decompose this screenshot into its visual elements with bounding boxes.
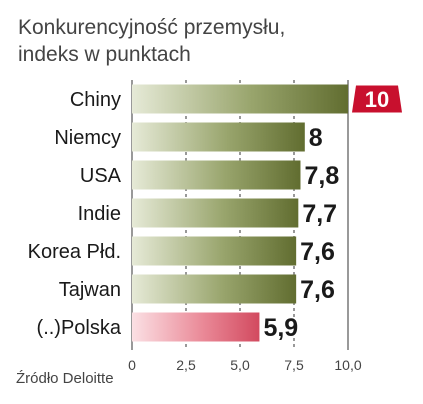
source-note: Źródło Deloitte bbox=[16, 370, 114, 387]
chart-title-line-2: indeks w punktach bbox=[18, 43, 191, 66]
value-label: 7,7 bbox=[302, 200, 337, 228]
chart-title-line-1: Konkurencyjność przemysłu, bbox=[18, 16, 286, 39]
category-label: Tajwan bbox=[59, 279, 121, 301]
bar bbox=[132, 312, 260, 342]
x-axis-ticks: 0 2,5 5,0 7,5 10,0 bbox=[128, 357, 362, 373]
category-label: Korea Płd. bbox=[28, 241, 121, 263]
value-label: 10 bbox=[365, 87, 389, 112]
category-label: Niemcy bbox=[54, 127, 121, 149]
bar bbox=[132, 198, 299, 228]
value-label: 7,6 bbox=[300, 238, 335, 266]
value-label: 5,9 bbox=[263, 314, 298, 342]
category-labels: Chiny Niemcy USA Indie Korea Płd. Tajwan (..)P… bbox=[28, 89, 122, 339]
bar bbox=[132, 236, 297, 266]
bar bbox=[132, 160, 301, 190]
value-badge bbox=[352, 85, 402, 113]
bar bbox=[132, 274, 297, 304]
category-label: Chiny bbox=[70, 89, 121, 111]
x-tick-label: 0 bbox=[128, 357, 136, 373]
x-tick-label: 2,5 bbox=[176, 357, 196, 373]
x-tick-label: 7,5 bbox=[284, 357, 304, 373]
bar bbox=[132, 122, 305, 152]
chart-title: Konkurencyjność przemysłu, indeks w punk… bbox=[18, 14, 408, 68]
category-label: USA bbox=[80, 165, 122, 187]
value-label: 7,8 bbox=[304, 162, 339, 190]
category-label: Indie bbox=[78, 203, 121, 225]
bar bbox=[132, 84, 348, 114]
bars bbox=[132, 84, 348, 342]
x-tick-label: 10,0 bbox=[334, 357, 361, 373]
category-label: (..)Polska bbox=[37, 317, 122, 339]
value-label: 7,6 bbox=[300, 276, 335, 304]
x-tick-label: 5,0 bbox=[230, 357, 250, 373]
value-label: 8 bbox=[309, 124, 323, 152]
